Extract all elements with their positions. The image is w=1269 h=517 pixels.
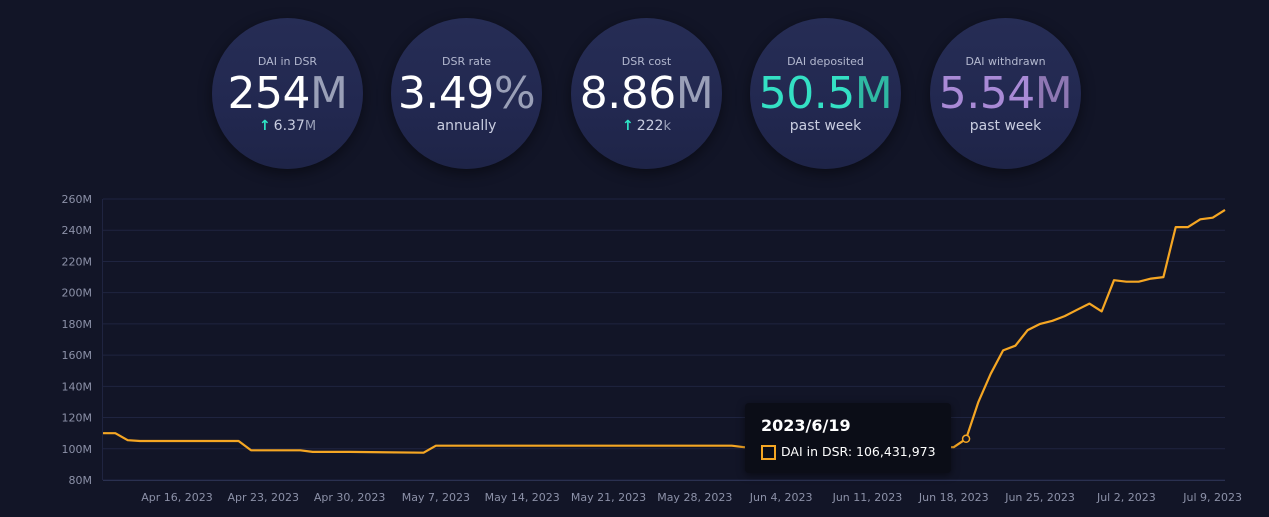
chart-gridlines: [103, 198, 1225, 481]
y-tick-label: 180M: [62, 318, 93, 331]
x-tick-label: Jul 2, 2023: [1096, 491, 1156, 504]
stat-subtitle: past week: [969, 118, 1042, 134]
x-tick-label: May 28, 2023: [657, 491, 732, 504]
stat-value: 50.5M: [758, 68, 893, 119]
x-axis: Apr 16, 2023 Apr 23, 2023 Apr 30, 2023 May …: [103, 480, 1242, 504]
x-tick-label: Jun 25, 2023: [1004, 491, 1075, 504]
chart-series[interactable]: [103, 208, 1226, 454]
stat-dsr-cost: DSR cost 8.86M ↑ 222k: [571, 18, 722, 169]
stat-value: 8.86M: [579, 68, 714, 119]
y-tick-label: 160M: [62, 349, 93, 362]
stat-value: 254M: [227, 68, 348, 119]
stat-label: DAI deposited: [787, 55, 864, 68]
x-tick-label: Apr 30, 2023: [314, 491, 386, 504]
stat-dai-deposited: DAI deposited 50.5M past week: [750, 18, 901, 169]
y-axis: 80M 100M 120M 140M 160M 180M 200M 220M 240M 260M: [62, 193, 103, 487]
stat-subtitle: past week: [789, 118, 862, 134]
y-tick-label: 200M: [62, 287, 93, 300]
tooltip-value: DAI in DSR: 106,431,973: [781, 444, 936, 459]
x-tick-label: Jun 4, 2023: [749, 491, 813, 504]
tooltip-date: 2023/6/19: [761, 416, 851, 435]
dai-in-dsr-line-chart[interactable]: 80M100M120M140M160M180M200M220M240M260M …: [0, 185, 1269, 517]
y-tick-label: 140M: [62, 380, 93, 393]
x-tick-label: May 7, 2023: [402, 491, 470, 504]
stat-change: ↑ 222k: [622, 118, 671, 134]
stat-label: DSR cost: [621, 55, 672, 68]
series-swatch-icon: [761, 445, 776, 460]
stat-dsr-rate: DSR rate 3.49% annually: [391, 18, 542, 169]
y-tick-label: 260M: [62, 193, 93, 206]
stat-label: DAI withdrawn: [965, 55, 1046, 68]
y-tick-label: 120M: [62, 412, 93, 425]
y-tick-label: 80M: [69, 474, 93, 487]
stat-label: DAI in DSR: [257, 55, 318, 68]
x-tick-label: Apr 16, 2023: [141, 491, 213, 504]
y-tick-label: 100M: [62, 443, 93, 456]
stat-label: DSR rate: [442, 55, 491, 68]
stat-value: 5.54M: [938, 68, 1073, 119]
arrow-up-icon: ↑: [258, 118, 271, 134]
arrow-up-icon: ↑: [622, 118, 634, 134]
stat-dai-in-dsr: DAI in DSR 254M ↑ 6.37M: [212, 18, 363, 169]
highlighted-data-point[interactable]: [961, 434, 971, 444]
x-tick-label: Jun 11, 2023: [832, 491, 903, 504]
stat-change: ↑ 6.37M: [258, 118, 317, 134]
series-line-dai-in-dsr[interactable]: [103, 208, 1226, 454]
x-tick-label: Apr 23, 2023: [228, 491, 300, 504]
x-tick-label: May 21, 2023: [571, 491, 646, 504]
stat-subtitle: annually: [436, 118, 497, 134]
stat-dai-withdrawn: DAI withdrawn 5.54M past week: [930, 18, 1081, 169]
x-tick-label: Jul 9, 2023: [1182, 491, 1242, 504]
y-tick-label: 220M: [62, 255, 93, 268]
chart-tooltip: 2023/6/19 DAI in DSR: 106,431,973: [745, 403, 951, 473]
stat-value: 3.49%: [397, 68, 536, 119]
tooltip-row: DAI in DSR: 106,431,973: [761, 444, 936, 460]
y-tick-label: 240M: [62, 224, 93, 237]
x-tick-label: May 14, 2023: [485, 491, 560, 504]
x-tick-label: Jun 18, 2023: [918, 491, 989, 504]
